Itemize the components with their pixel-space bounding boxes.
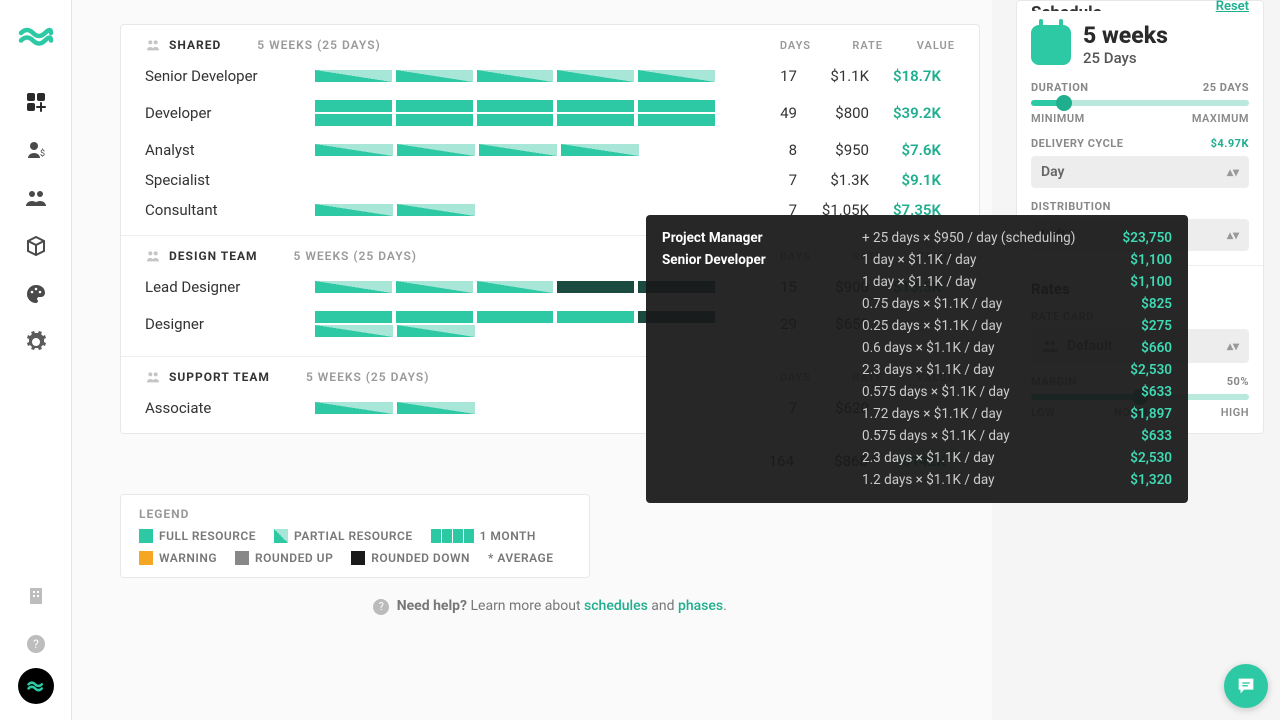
help-icon: ?: [373, 599, 389, 615]
group-name: DESIGN TEAM: [169, 249, 258, 263]
role-name: Specialist: [145, 171, 315, 189]
help-text: ? Need help? Learn more about schedules …: [120, 598, 980, 615]
role-name: Analyst: [145, 141, 315, 159]
role-rate: $800: [797, 104, 869, 122]
role-name: Lead Designer: [145, 278, 315, 296]
role-value: $39.2K: [869, 104, 941, 122]
nav-apps-icon[interactable]: [24, 90, 48, 114]
cycle-select[interactable]: Day ▴▾: [1031, 156, 1249, 188]
bar-chart: [315, 98, 725, 128]
group-duration: 5 WEEKS (25 DAYS): [257, 38, 380, 52]
svg-text:?: ?: [33, 637, 39, 651]
bottom-logo[interactable]: [18, 668, 54, 704]
role-row: Specialist 7 $1.3K $9.1K: [145, 165, 955, 195]
role-name: Associate: [145, 399, 315, 417]
chevron-icon: ▴▾: [1227, 228, 1239, 242]
group-name: SUPPORT TEAM: [169, 370, 270, 384]
nav-settings-icon[interactable]: [24, 330, 48, 354]
role-row: Developer 49 $800 $39.2K: [145, 91, 955, 135]
nav-palette-icon[interactable]: [24, 282, 48, 306]
duration-label: DURATION: [1031, 81, 1089, 94]
role-name: Senior Developer: [145, 67, 315, 85]
chevron-icon: ▴▾: [1227, 165, 1239, 179]
role-rate: $1.3K: [797, 171, 869, 189]
legend-warning: WARNING: [139, 551, 217, 565]
role-days: 8: [725, 141, 797, 159]
legend-rounded-down: ROUNDED DOWN: [351, 551, 470, 565]
people-icon: [145, 369, 161, 385]
app-logo: [18, 18, 54, 54]
legend-title: LEGEND: [139, 507, 571, 521]
cycle-label: DELIVERY CYCLE: [1031, 137, 1123, 150]
schedules-link[interactable]: schedules: [584, 598, 648, 614]
panel-title: Schedule: [1031, 3, 1102, 11]
people-icon: [145, 37, 161, 53]
nav-help-icon[interactable]: ?: [24, 632, 48, 656]
nav-package-icon[interactable]: [24, 234, 48, 258]
cost-tooltip: Project Manager+ 25 days × $950 / day (s…: [646, 215, 1188, 503]
svg-text:$: $: [40, 148, 45, 159]
bar-chart: [315, 68, 725, 84]
phases-link[interactable]: phases: [678, 598, 723, 614]
cycle-value: $4.97K: [1211, 137, 1249, 150]
group-duration: 5 WEEKS (25 DAYS): [294, 249, 417, 263]
group-name: SHARED: [169, 38, 221, 52]
nav-team-icon[interactable]: [24, 186, 48, 210]
nav-building-icon[interactable]: [24, 584, 48, 608]
chevron-icon: ▴▾: [1227, 339, 1239, 353]
legend: LEGEND FULL RESOURCE PARTIAL RESOURCE 1 …: [120, 494, 590, 578]
chat-button[interactable]: [1224, 664, 1268, 708]
summary-days: 25 Days: [1083, 49, 1168, 67]
sidebar: $ ?: [0, 0, 72, 720]
role-value: $9.1K: [869, 171, 941, 189]
role-days: 49: [725, 104, 797, 122]
role-name: Designer: [145, 315, 315, 333]
people-icon: [145, 248, 161, 264]
role-row: Analyst 8 $950 $7.6K: [145, 135, 955, 165]
reset-link[interactable]: Reset: [1216, 0, 1249, 14]
role-name: Consultant: [145, 201, 315, 219]
margin-value: 50%: [1227, 375, 1249, 388]
legend-partial: PARTIAL RESOURCE: [274, 529, 413, 543]
legend-rounded-up: ROUNDED UP: [235, 551, 333, 565]
role-value: $18.7K: [869, 67, 941, 85]
duration-slider[interactable]: [1031, 100, 1249, 106]
role-rate: $1.1K: [797, 67, 869, 85]
legend-average: * AVERAGE: [488, 551, 553, 565]
role-days: 17: [725, 67, 797, 85]
group: SHARED 5 WEEKS (25 DAYS) DAYSRATEVALUE S…: [121, 25, 979, 235]
bar-chart: [315, 142, 725, 158]
summary-weeks: 5 weeks: [1083, 22, 1168, 49]
legend-full: FULL RESOURCE: [139, 529, 256, 543]
bar-chart: [315, 172, 725, 188]
dist-label: DISTRIBUTION: [1031, 200, 1111, 213]
role-days: 7: [725, 171, 797, 189]
role-name: Developer: [145, 104, 315, 122]
role-rate: $950: [797, 141, 869, 159]
legend-month: 1 MONTH: [431, 529, 536, 543]
role-value: $7.6K: [869, 141, 941, 159]
role-row: Senior Developer 17 $1.1K $18.7K: [145, 61, 955, 91]
calendar-icon: [1031, 25, 1071, 65]
group-duration: 5 WEEKS (25 DAYS): [306, 370, 429, 384]
duration-value: 25 DAYS: [1203, 81, 1249, 94]
nav-people-cost-icon[interactable]: $: [24, 138, 48, 162]
